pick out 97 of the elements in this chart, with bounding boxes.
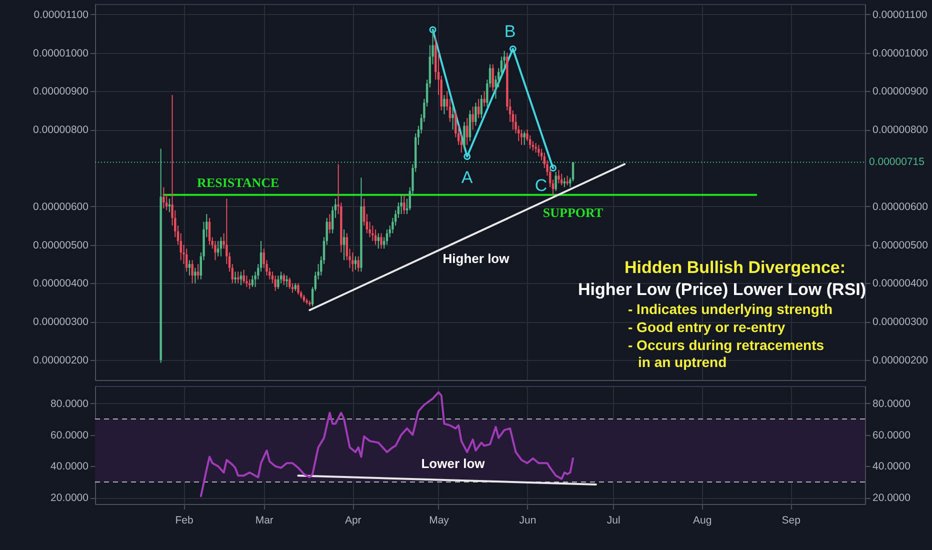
y2-tick-label: 0.00000400 (872, 278, 928, 290)
candlestick (277, 275, 280, 290)
candlestick (560, 173, 563, 186)
annotation: - Occurs during retracements (628, 337, 824, 353)
y2-tick-label: 0.00001000 (872, 47, 928, 60)
candlestick (520, 129, 523, 146)
candlestick (214, 240, 216, 261)
annotation: - Good entry or re-entry (628, 319, 786, 335)
candlestick (492, 64, 494, 92)
y-tick-label: 0.00000800 (33, 124, 89, 136)
candlestick (374, 228, 377, 246)
candlestick (466, 118, 468, 146)
candlestick (538, 144, 540, 157)
candlestick (216, 240, 220, 257)
annotation: C (534, 176, 548, 195)
annotation: Lower low (421, 456, 486, 471)
annotation: - Indicates underlying strength (628, 301, 833, 317)
y2-tick-label: 0.00000500 (872, 239, 928, 252)
candlestick (186, 248, 188, 272)
y-tick-label: 0.00000500 (33, 239, 89, 252)
annotation: SUPPORT (542, 204, 604, 220)
y2-tick-label: 0.00000900 (872, 86, 928, 98)
annotation: Hidden Bullish Divergence: (624, 258, 846, 277)
y-tick-label: 0.00000300 (33, 316, 89, 328)
candlestick (282, 273, 286, 286)
annotation: A (461, 168, 474, 187)
y-tick-label: 20.0000 (50, 492, 89, 504)
candlestick (274, 275, 276, 292)
y-tick-label: 0.00000200 (33, 354, 89, 367)
annotation: in an uptrend (638, 354, 727, 370)
candlestick (168, 198, 171, 213)
candlestick (400, 194, 402, 215)
candlestick (452, 106, 454, 130)
candlestick (342, 228, 346, 261)
candlestick (194, 267, 196, 284)
candlestick (242, 269, 245, 284)
candlestick (286, 275, 288, 288)
candlestick (188, 260, 191, 276)
x-tick-label: Apr (344, 514, 362, 526)
y-tick-label: 0.00001100 (34, 8, 89, 21)
candlestick (563, 177, 566, 188)
ref-line-label: 0.00000715 (869, 156, 925, 168)
point (509, 45, 516, 52)
y2-tick-label: 20.0000 (872, 492, 911, 504)
x-tick-label: Jun (519, 514, 536, 526)
candlestick (357, 256, 360, 272)
candlestick (240, 271, 242, 286)
annotation: RESISTANCE (197, 174, 280, 190)
y2-tick-label: 0.00000600 (872, 200, 928, 213)
y2-tick-label: 0.00000300 (872, 316, 928, 328)
x-tick-label: Jul (606, 514, 620, 526)
annotation: Higher Low (Price) Lower Low (RSI) (578, 280, 866, 299)
candlestick (463, 121, 466, 150)
candlestick (554, 171, 557, 192)
x-tick-label: Mar (255, 514, 274, 526)
y2-tick-label: 0.00001100 (872, 8, 928, 21)
y-tick-label: 0.00000400 (33, 278, 89, 290)
candlestick (354, 256, 357, 270)
candlestick (352, 252, 354, 272)
candlestick (472, 106, 474, 130)
candlestick (380, 232, 382, 250)
point (464, 152, 471, 160)
y-tick-label: 60.0000 (50, 429, 89, 442)
candlestick (248, 278, 251, 290)
candlestick (191, 260, 194, 284)
y2-tick-label: 40.0000 (872, 460, 911, 473)
candlestick (162, 186, 165, 209)
x-tick-label: Aug (692, 514, 712, 526)
candlestick (483, 90, 486, 108)
candlestick (558, 169, 560, 184)
candlestick (443, 94, 446, 115)
y2-tick-label: 0.00000800 (872, 124, 928, 136)
candlestick (534, 142, 537, 154)
candlestick (523, 131, 526, 146)
candlestick (208, 217, 211, 246)
annotation: B (504, 22, 516, 41)
candlestick (468, 110, 472, 142)
x-tick-label: Feb (175, 514, 194, 526)
y2-tick-label: 60.0000 (872, 429, 911, 442)
x-tick-label: Sep (782, 514, 801, 526)
y2-tick-label: 80.0000 (872, 398, 911, 410)
y2-tick-label: 0.00000200 (872, 354, 928, 367)
y-tick-label: 80.0000 (50, 398, 89, 410)
y-tick-label: 0.00000600 (33, 200, 89, 213)
annotation: Higher low (442, 251, 510, 266)
candlestick (377, 232, 380, 250)
candlestick (234, 271, 236, 284)
candlestick (237, 271, 240, 284)
candlestick (566, 175, 568, 186)
candlestick (474, 102, 477, 126)
candlestick (297, 282, 300, 296)
x-tick-label: May (429, 514, 450, 526)
y-tick-label: 0.00000900 (33, 86, 89, 98)
candlestick (196, 264, 200, 280)
y-tick-label: 40.0000 (50, 460, 89, 473)
candlestick (328, 214, 331, 234)
y-tick-label: 0.00001000 (33, 47, 89, 60)
